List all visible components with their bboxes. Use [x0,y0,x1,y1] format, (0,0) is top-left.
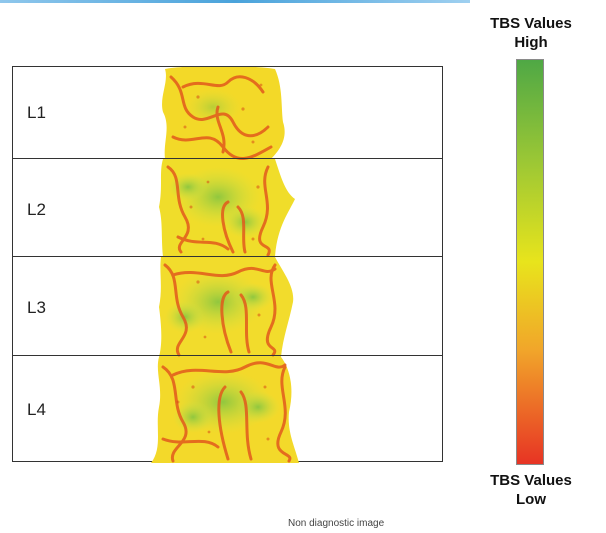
scale-low-label: TBS Values Low [476,471,586,509]
vertebra-label-l3: L3 [27,298,46,317]
scale-high-line1: TBS Values [490,15,572,32]
header-rule [0,0,470,3]
non-diagnostic-note: Non diagnostic image [288,518,385,529]
scale-low-line1: TBS Values [490,472,572,489]
tbs-color-scale [516,59,544,465]
vertebra-divider-1 [13,158,442,159]
scale-high-line2: High [514,34,548,51]
vertebra-label-l1: L1 [27,103,46,122]
speckle [176,83,270,441]
red-texture [161,75,292,463]
scale-low-line2: Low [516,491,546,508]
spine-image-panel: L1 L2 L3 L4 [12,66,443,463]
scale-high-label: TBS Values High [476,14,586,52]
vertebra-label-l4: L4 [27,400,46,419]
vertebra-divider-3 [13,355,442,356]
vertebra-label-l2: L2 [27,200,46,219]
spine-tbs-map [151,67,299,463]
vertebra-divider-2 [13,256,442,257]
